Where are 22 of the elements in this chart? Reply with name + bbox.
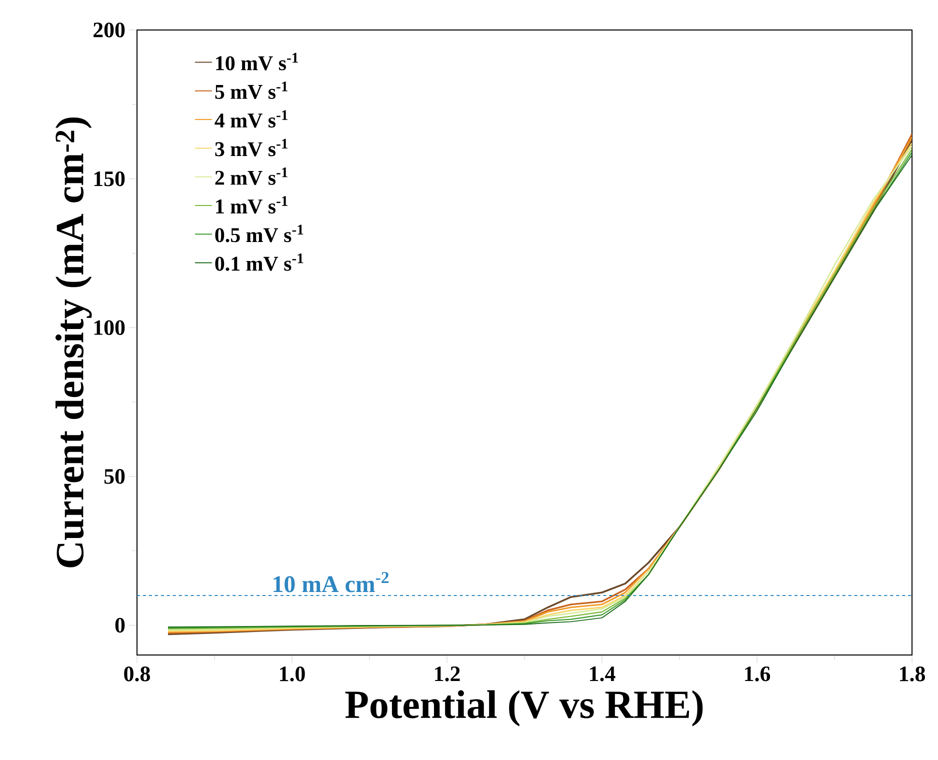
x-tick-label: 1.0 bbox=[280, 666, 305, 682]
y-tick-label: 100 bbox=[94, 320, 125, 336]
x-tick-label: 1.2 bbox=[435, 666, 460, 682]
legend-label: 0.5 mV s$^{-1}$ bbox=[215, 224, 304, 242]
legend-label: 1 mV s$^{-1}$ bbox=[216, 196, 288, 214]
y-axis-title: Current density (mA cm$^{-2}$) bbox=[56, 117, 92, 568]
x-tick-label: 1.8 bbox=[900, 666, 925, 682]
x-tick-label: 1.6 bbox=[745, 666, 770, 682]
legend-label: 3 mV s$^{-1}$ bbox=[215, 138, 288, 156]
y-tick-label: 50 bbox=[104, 469, 125, 484]
legend-label: 2 mV s$^{-1}$ bbox=[215, 168, 288, 185]
legend-label: 4 mV s$^{-1}$ bbox=[214, 110, 288, 128]
x-axis-title: Potential (V vs RHE) bbox=[345, 690, 703, 726]
legend-label: 5 mV s$^{-1}$ bbox=[215, 82, 288, 100]
y-tick-label: 0 bbox=[115, 618, 125, 633]
y-tick-label: 200 bbox=[94, 22, 125, 38]
x-tick-label: 1.4 bbox=[590, 666, 616, 682]
legend-label: 0.1 mV s$^{-1}$ bbox=[215, 253, 304, 271]
x-tick-label: 0.8 bbox=[124, 666, 150, 682]
legend-label: 10 mV s$^{-1}$ bbox=[216, 52, 298, 70]
ref-line-label: 10 mA cm$^{-2}$ bbox=[274, 572, 389, 592]
y-tick-label: 150 bbox=[94, 171, 125, 186]
